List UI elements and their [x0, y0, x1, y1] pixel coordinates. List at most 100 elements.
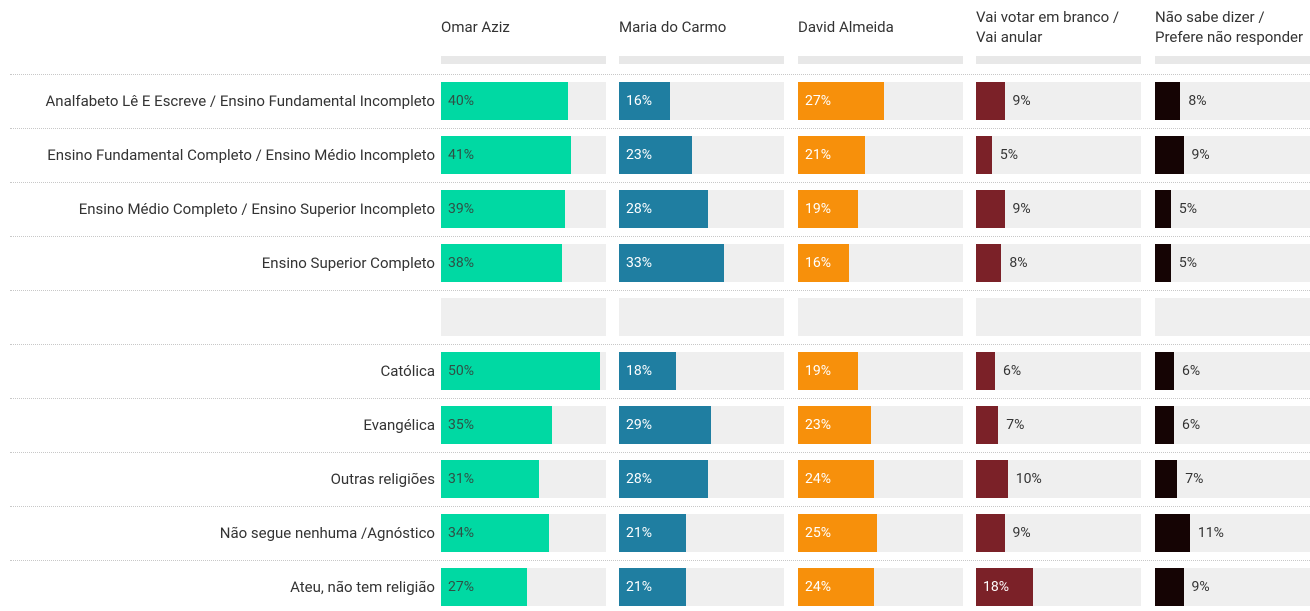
- value-label: 35%: [448, 417, 474, 433]
- category-label: Ateu, não tem religião: [290, 578, 435, 596]
- column-header: David Almeida: [798, 18, 894, 36]
- value-label: 21%: [626, 525, 652, 541]
- category-label: Não segue nenhuma /Agnóstico: [219, 524, 435, 542]
- value-label: 28%: [626, 471, 652, 487]
- bar: [619, 82, 670, 120]
- value-label: 19%: [805, 201, 831, 217]
- row-separator: [10, 74, 1310, 75]
- value-label: 18%: [983, 579, 1009, 595]
- column-header: Não sabe dizer / Prefere não responder: [1155, 8, 1304, 46]
- bar: [798, 568, 875, 606]
- bar: [976, 352, 996, 390]
- bar: [976, 136, 992, 174]
- value-label: 27%: [448, 579, 474, 595]
- header-strip: [1155, 56, 1310, 64]
- bar: [441, 568, 527, 606]
- bar-track: [1155, 190, 1310, 228]
- category-label: Católica: [380, 362, 435, 380]
- bar: [441, 244, 562, 282]
- value-label: 7%: [1185, 471, 1204, 487]
- value-label: 29%: [626, 417, 652, 433]
- row-separator: [10, 560, 1310, 561]
- bar-track: [976, 136, 1141, 174]
- value-label: 9%: [1012, 93, 1031, 109]
- bar-track: [1155, 82, 1310, 120]
- value-label: 21%: [805, 147, 831, 163]
- header-strip: [976, 56, 1141, 64]
- bar: [976, 244, 1002, 282]
- value-label: 28%: [626, 201, 652, 217]
- bar: [441, 352, 600, 390]
- bar-track: [976, 244, 1141, 282]
- value-label: 50%: [448, 363, 474, 379]
- bar: [798, 190, 859, 228]
- bar: [798, 82, 884, 120]
- bar: [798, 514, 878, 552]
- bar: [1155, 244, 1171, 282]
- bar: [976, 514, 1005, 552]
- value-label: 40%: [448, 93, 474, 109]
- value-label: 5%: [1178, 255, 1197, 271]
- column-header: Omar Aziz: [441, 18, 510, 36]
- value-label: 6%: [1003, 363, 1022, 379]
- value-label: 38%: [448, 255, 474, 271]
- bar: [798, 406, 871, 444]
- category-label: Ensino Fundamental Completo / Ensino Méd…: [47, 146, 435, 164]
- bar: [441, 514, 549, 552]
- bar-track: [1155, 298, 1310, 336]
- row-separator: [10, 452, 1310, 453]
- bar-track: [619, 298, 784, 336]
- value-label: 7%: [1006, 417, 1025, 433]
- bar: [619, 136, 692, 174]
- value-label: 19%: [805, 363, 831, 379]
- category-label: Outras religiões: [330, 470, 435, 488]
- bar: [1155, 460, 1178, 498]
- value-label: 34%: [448, 525, 474, 541]
- value-label: 23%: [626, 147, 652, 163]
- bar: [1155, 406, 1175, 444]
- column-header: Vai votar em branco / Vai anular: [976, 8, 1120, 46]
- value-label: 24%: [805, 471, 831, 487]
- bar: [798, 460, 875, 498]
- bar-track: [798, 298, 963, 336]
- value-label: 9%: [1012, 201, 1031, 217]
- value-label: 9%: [1191, 579, 1210, 595]
- value-label: 18%: [626, 363, 652, 379]
- bar: [619, 190, 708, 228]
- bar: [1155, 136, 1184, 174]
- bar: [1155, 190, 1171, 228]
- bar: [441, 82, 568, 120]
- category-label: Evangélica: [363, 416, 435, 434]
- value-label: 10%: [1015, 471, 1042, 487]
- bar: [441, 136, 572, 174]
- row-separator: [10, 182, 1310, 183]
- bar: [619, 406, 712, 444]
- value-label: 41%: [448, 147, 474, 163]
- value-label: 6%: [1182, 417, 1201, 433]
- column-header: Maria do Carmo: [619, 18, 727, 36]
- value-label: 39%: [448, 201, 474, 217]
- category-label: Analfabeto Lê E Escreve / Ensino Fundame…: [45, 92, 436, 110]
- value-label: 9%: [1012, 525, 1031, 541]
- bar: [619, 514, 686, 552]
- bar: [441, 460, 540, 498]
- row-separator: [10, 236, 1310, 237]
- header-strip: [619, 56, 784, 64]
- bar: [619, 352, 677, 390]
- bar-track: [441, 298, 606, 336]
- bar: [1155, 352, 1175, 390]
- bar: [441, 406, 553, 444]
- row-separator: [10, 398, 1310, 399]
- bar: [976, 406, 999, 444]
- bar-track: [1155, 352, 1310, 390]
- value-label: 33%: [626, 255, 652, 271]
- bar: [798, 244, 849, 282]
- bar: [619, 244, 724, 282]
- header-strip: [441, 56, 606, 64]
- bar: [976, 82, 1005, 120]
- bar: [976, 460, 1008, 498]
- bar: [619, 568, 686, 606]
- bar-track: [976, 352, 1141, 390]
- value-label: 24%: [805, 579, 831, 595]
